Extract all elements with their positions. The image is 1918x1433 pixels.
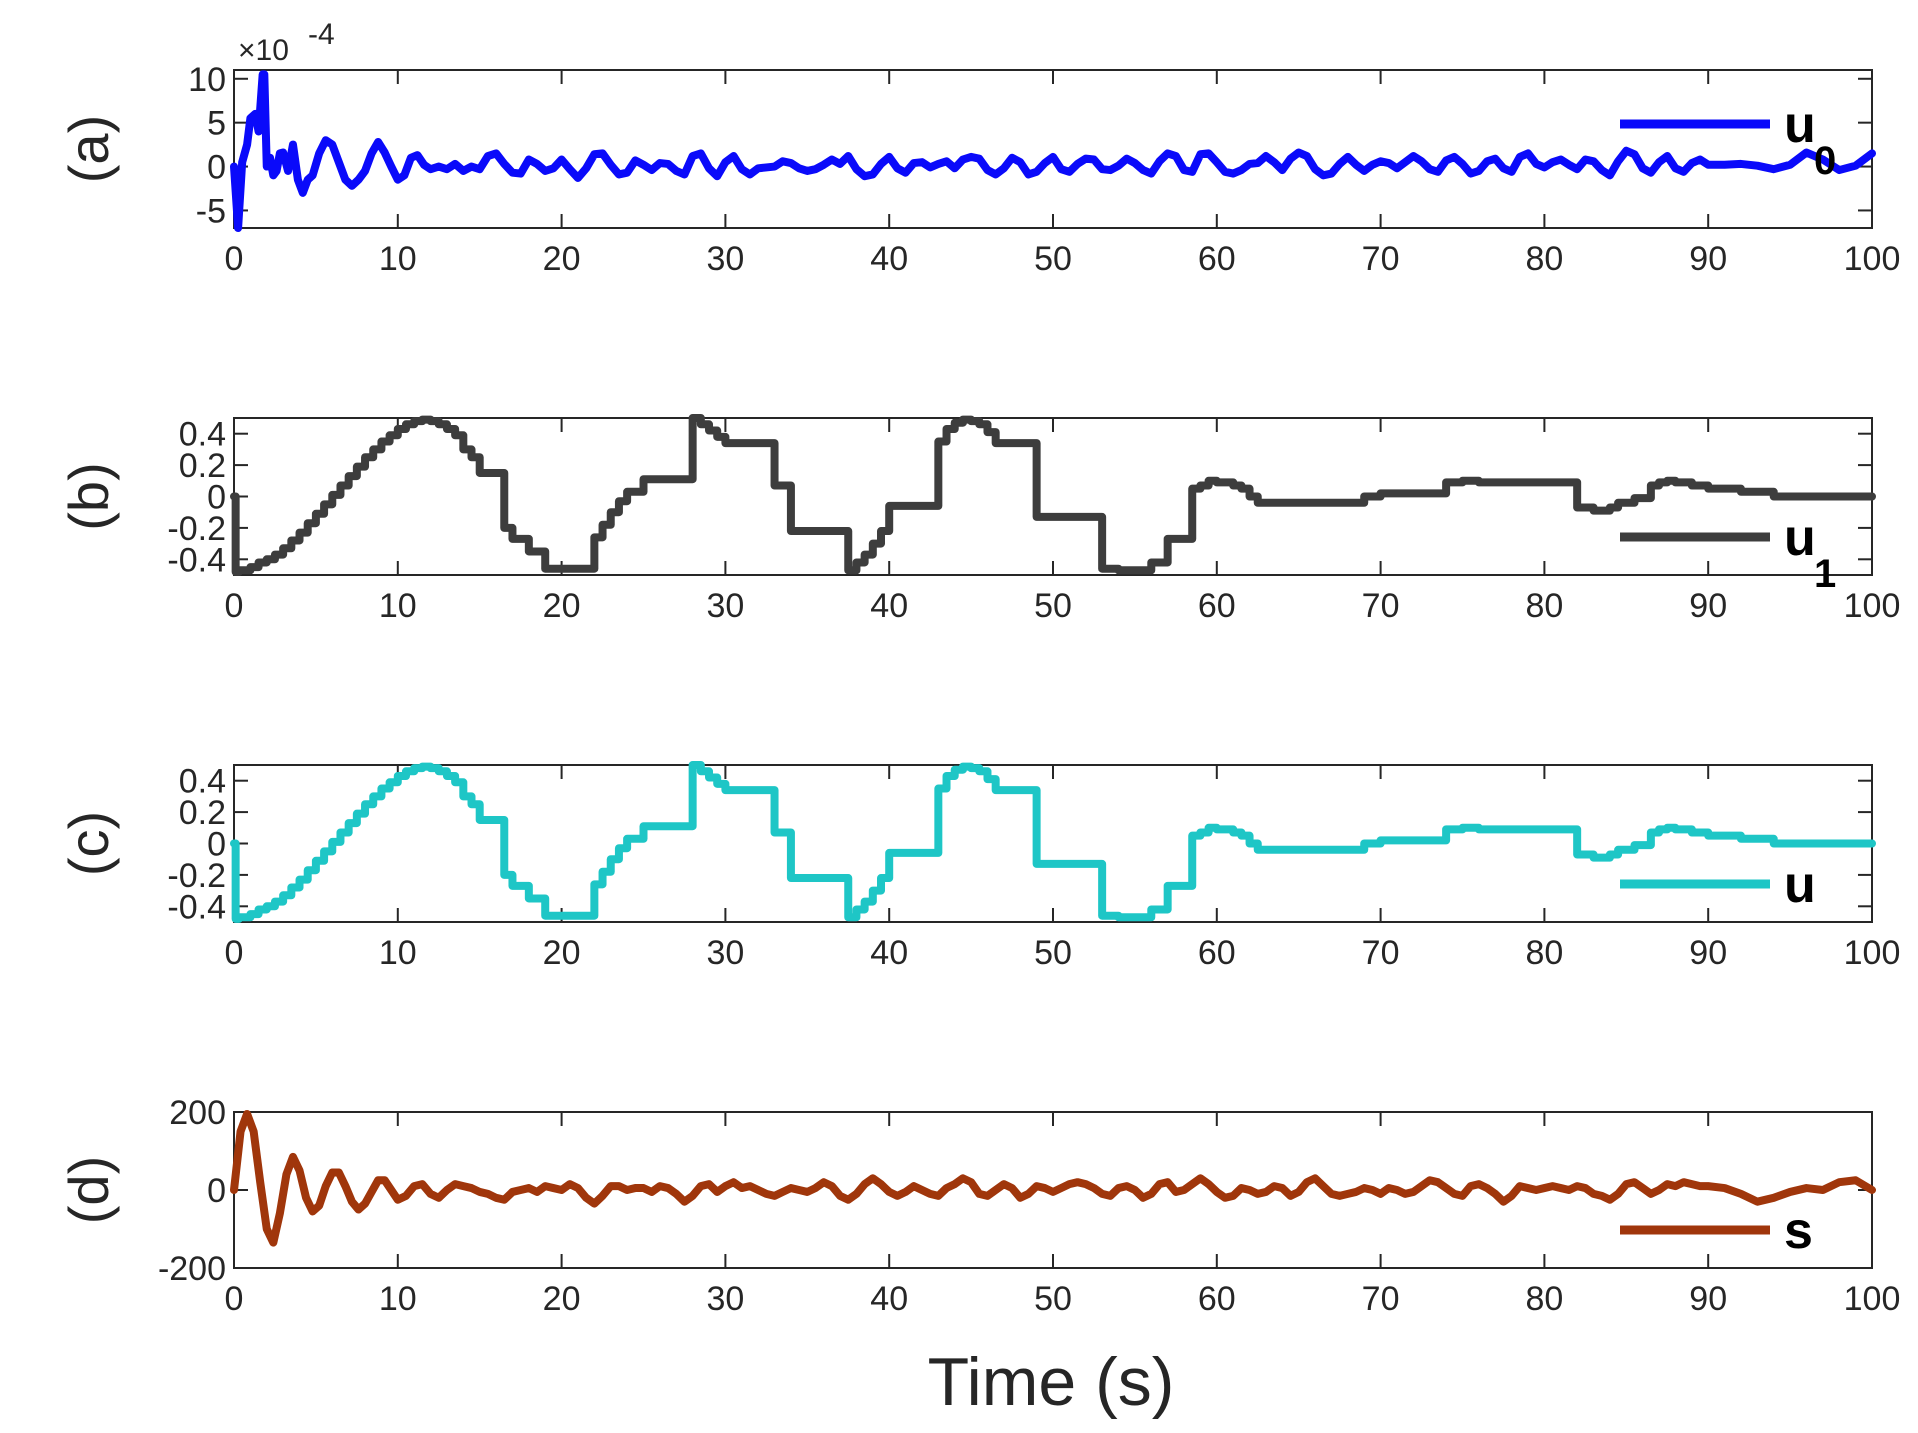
x-tick-label: 80: [1525, 1280, 1563, 1318]
y-tick-label: 0: [207, 149, 226, 187]
x-tick-label: 70: [1362, 1280, 1400, 1318]
y-tick-label: 200: [169, 1094, 226, 1132]
x-tick-label: 50: [1034, 240, 1072, 278]
x-tick-label: 10: [379, 934, 417, 972]
series-line-b: [230, 414, 1876, 576]
x-tick-label: 70: [1362, 240, 1400, 278]
panel-label: (c): [57, 811, 120, 876]
x-tick-label: 0: [225, 240, 244, 278]
scale-exponent: -4: [308, 18, 335, 51]
x-tick-label: 30: [706, 587, 744, 625]
y-tick-label: -200: [158, 1250, 226, 1288]
x-tick-label: 70: [1362, 587, 1400, 625]
x-tick-label: 40: [870, 934, 908, 972]
panel-label: (a): [57, 115, 120, 183]
x-tick-label: 40: [870, 240, 908, 278]
legend-subscript: 0: [1814, 139, 1836, 183]
x-tick-label: 10: [379, 587, 417, 625]
legend-label: u: [1784, 856, 1816, 914]
y-tick-label: 0.4: [179, 763, 226, 801]
x-tick-label: 100: [1844, 240, 1901, 278]
y-tick-label: -0.4: [167, 888, 226, 926]
y-tick-label: 0: [207, 479, 226, 517]
y-tick-label: -5: [196, 192, 226, 230]
x-tick-label: 30: [706, 934, 744, 972]
y-tick-label: -0.2: [167, 510, 226, 548]
x-tick-label: 40: [870, 587, 908, 625]
x-tick-label: 30: [706, 1280, 744, 1318]
x-tick-label: 90: [1689, 587, 1727, 625]
x-tick-label: 60: [1198, 587, 1236, 625]
x-tick-label: 100: [1844, 934, 1901, 972]
x-tick-label: 10: [379, 240, 417, 278]
x-tick-label: 90: [1689, 240, 1727, 278]
x-tick-label: 100: [1844, 1280, 1901, 1318]
series-line-a: [230, 70, 1876, 232]
x-tick-label: 60: [1198, 934, 1236, 972]
legend-label: s: [1784, 1202, 1813, 1260]
x-tick-label: 20: [543, 1280, 581, 1318]
series-line-d: [230, 1109, 1876, 1247]
x-tick-label: 10: [379, 1280, 417, 1318]
x-tick-label: 50: [1034, 934, 1072, 972]
x-tick-label: 90: [1689, 934, 1727, 972]
x-tick-label: 0: [225, 587, 244, 625]
panel-label: (b): [57, 462, 120, 530]
axes-box: [233, 417, 1873, 576]
x-tick-label: 80: [1525, 934, 1563, 972]
x-tick-label: 0: [225, 1280, 244, 1318]
y-tick-label: -0.4: [167, 541, 226, 579]
panel-c: 0 10 20 30 40 50 60 70 80 90 100-0.4-0.200.20.4(c)…: [57, 761, 1901, 972]
x-tick-label: 20: [543, 240, 581, 278]
x-tick-label: 0: [225, 934, 244, 972]
y-tick-label: 0.4: [179, 416, 226, 454]
y-tick-label: 0: [207, 1172, 226, 1210]
legend-label: u: [1784, 509, 1816, 567]
x-tick-label: 20: [543, 587, 581, 625]
panel-label: (d): [57, 1156, 120, 1224]
x-tick-label: 80: [1525, 587, 1563, 625]
x-tick-label: 70: [1362, 934, 1400, 972]
x-tick-label: 80: [1525, 240, 1563, 278]
y-tick-label: -0.2: [167, 857, 226, 895]
axes-box: [233, 69, 1873, 229]
x-tick-label: 30: [706, 240, 744, 278]
x-tick-label: 60: [1198, 1280, 1236, 1318]
y-tick-label: 0: [207, 826, 226, 864]
x-tick-label: 50: [1034, 1280, 1072, 1318]
panel-b: 0 10 20 30 40 50 60 70 80 90 100-0.4-0.200.20.4(b)…: [57, 414, 1901, 625]
x-axis-label: Time (s): [928, 1344, 1175, 1420]
scale-multiplier: ×10: [238, 34, 289, 67]
x-tick-label: 60: [1198, 240, 1236, 278]
axes-box: [233, 764, 1873, 923]
x-tick-label: 100: [1844, 587, 1901, 625]
y-tick-label: 5: [207, 105, 226, 143]
y-tick-label: 0.2: [179, 794, 226, 832]
x-tick-label: 40: [870, 1280, 908, 1318]
legend-subscript: 1: [1814, 552, 1836, 596]
series-line-c: [230, 761, 1876, 923]
legend-label: u: [1784, 96, 1816, 154]
x-tick-label: 20: [543, 934, 581, 972]
y-tick-label: 0.2: [179, 447, 226, 485]
x-tick-label: 90: [1689, 1280, 1727, 1318]
x-tick-label: 50: [1034, 587, 1072, 625]
y-tick-label: 10: [188, 61, 226, 99]
